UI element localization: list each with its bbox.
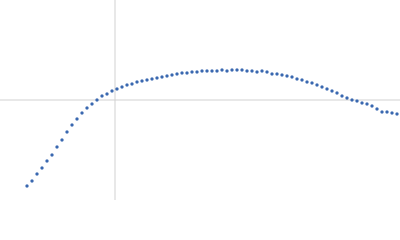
- data-point: [140, 79, 144, 83]
- data-point: [130, 82, 134, 86]
- data-point: [275, 72, 279, 76]
- data-point: [40, 166, 44, 170]
- data-point: [95, 98, 99, 102]
- data-point: [100, 94, 104, 98]
- data-point: [80, 111, 84, 115]
- data-point: [180, 71, 184, 75]
- data-point: [215, 69, 219, 73]
- data-point: [110, 89, 114, 93]
- data-point: [60, 138, 64, 142]
- data-point: [240, 68, 244, 72]
- data-point: [375, 107, 379, 111]
- data-point: [165, 74, 169, 78]
- data-point: [205, 69, 209, 73]
- data-point: [380, 110, 384, 114]
- chart: [0, 0, 400, 200]
- data-point: [185, 71, 189, 75]
- data-point: [220, 68, 224, 72]
- data-point: [255, 70, 259, 74]
- data-point: [345, 96, 349, 100]
- data-point: [45, 159, 49, 163]
- data-point: [335, 91, 339, 95]
- data-point: [125, 83, 129, 87]
- data-point: [65, 130, 69, 134]
- data-point: [305, 80, 309, 84]
- data-point: [310, 81, 314, 85]
- data-point: [135, 80, 139, 84]
- data-point: [245, 69, 249, 73]
- data-point: [315, 83, 319, 87]
- data-point: [25, 184, 29, 188]
- data-point: [75, 117, 79, 121]
- data-point: [90, 102, 94, 106]
- data-point: [145, 78, 149, 82]
- data-point: [85, 106, 89, 110]
- data-point: [360, 101, 364, 105]
- data-point: [190, 70, 194, 74]
- data-point: [155, 76, 159, 80]
- data-point: [150, 77, 154, 81]
- data-point: [235, 68, 239, 72]
- data-point: [350, 98, 354, 102]
- data-point: [160, 75, 164, 79]
- data-point: [250, 69, 254, 73]
- data-point: [170, 73, 174, 77]
- data-point: [340, 94, 344, 98]
- data-point: [355, 99, 359, 103]
- data-point: [175, 72, 179, 76]
- data-point: [385, 110, 389, 114]
- data-point: [270, 72, 274, 76]
- data-point: [390, 111, 394, 115]
- data-point: [395, 112, 399, 116]
- data-point: [230, 68, 234, 72]
- data-point: [225, 69, 229, 73]
- data-point: [280, 73, 284, 77]
- data-point: [210, 69, 214, 73]
- data-point: [320, 85, 324, 89]
- data-point: [105, 92, 109, 96]
- data-point: [290, 75, 294, 79]
- data-point: [200, 69, 204, 73]
- data-point: [285, 74, 289, 78]
- data-point: [300, 78, 304, 82]
- data-point: [260, 69, 264, 73]
- data-point: [330, 89, 334, 93]
- data-point: [55, 145, 59, 149]
- data-point: [120, 85, 124, 89]
- data-point: [325, 87, 329, 91]
- data-point: [115, 87, 119, 91]
- data-point: [370, 104, 374, 108]
- data-point: [50, 153, 54, 157]
- data-point: [35, 172, 39, 176]
- data-point: [30, 179, 34, 183]
- data-point: [195, 70, 199, 74]
- data-point: [70, 123, 74, 127]
- data-point: [295, 77, 299, 81]
- data-point: [365, 102, 369, 106]
- data-point: [265, 70, 269, 74]
